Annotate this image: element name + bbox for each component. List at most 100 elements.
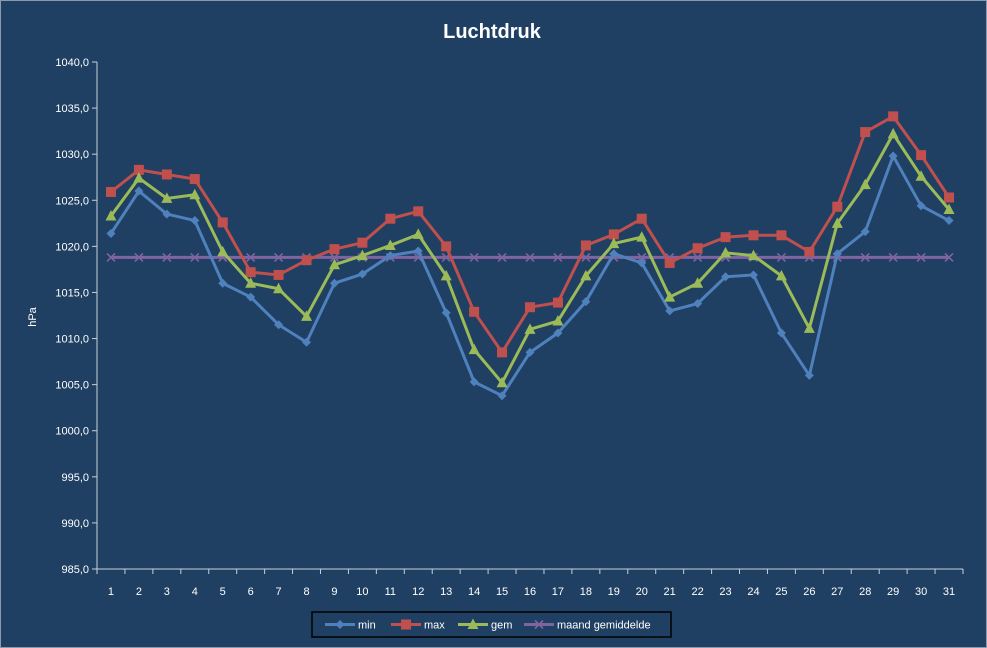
y-tick-label: 1035,0 [55, 103, 89, 115]
series-min [106, 151, 954, 401]
y-tick-label: 995,0 [61, 472, 89, 484]
series-gem-point [636, 231, 648, 242]
legend-label: gem [491, 620, 512, 632]
series-min-point [804, 370, 814, 380]
series-gem-point [775, 269, 787, 281]
x-tick-label: 27 [831, 586, 843, 598]
series-gem-point [608, 237, 620, 249]
series-max-point [636, 213, 647, 224]
x-tick-label: 29 [887, 586, 899, 598]
x-tick-label: 9 [331, 586, 337, 598]
x-tick-label: 21 [664, 586, 676, 598]
series-maand-gemiddelde-point [693, 252, 703, 262]
marker-stroke [190, 252, 200, 262]
x-tick-label: 4 [192, 586, 198, 598]
series-maand-gemiddelde-point [497, 252, 507, 262]
series-min-point [302, 337, 312, 347]
marker-stroke [246, 252, 256, 262]
series-gem-point [328, 258, 340, 270]
series-min-point [525, 347, 535, 357]
x-tick-label: 28 [859, 586, 871, 598]
series-max-point [804, 246, 815, 257]
legend-box [311, 611, 672, 638]
series-gem-point [440, 269, 452, 281]
series-min-point [609, 249, 619, 259]
series-max-point [105, 186, 116, 197]
series-gem-point [301, 310, 313, 321]
x-tick-label: 24 [747, 586, 759, 598]
chart-title: Luchtdruk [443, 21, 542, 43]
marker-stroke [581, 252, 591, 262]
series-max-point [916, 150, 927, 161]
y-tick-label: 1040,0 [55, 57, 89, 69]
series-maand-gemiddelde-point [637, 252, 647, 262]
series-min-point [860, 227, 870, 237]
series-min-point [832, 249, 842, 259]
series-max-point [217, 217, 228, 228]
series-min-point [385, 251, 395, 261]
legend: min max gem maand gemiddelde [311, 611, 672, 638]
series-gem-point [468, 343, 480, 355]
series-gem-point [580, 269, 592, 281]
x-tick-label: 2 [136, 586, 142, 598]
y-tick-label: 1000,0 [55, 426, 89, 438]
marker-stroke [553, 252, 563, 262]
series-max-point [832, 201, 843, 212]
legend-swatch-marker [401, 619, 411, 630]
x-tick-label: 5 [220, 586, 226, 598]
legend-item-min: min [325, 620, 376, 632]
series-max-point [413, 206, 424, 217]
series-maand-gemiddelde-point [581, 252, 591, 262]
series-max-point [860, 127, 871, 138]
marker-stroke [534, 619, 544, 630]
series-max-point [301, 255, 312, 266]
series-min-point [721, 272, 731, 282]
series-max-point [608, 229, 619, 240]
marker-stroke [860, 252, 870, 262]
marker-stroke [776, 252, 786, 262]
x-tick-label: 11 [385, 586, 396, 598]
series-min-point [441, 308, 451, 318]
series-gem-point [133, 172, 145, 183]
series-max-point [888, 111, 899, 122]
series-gem-point [189, 188, 201, 200]
series-maand-gemiddelde-point [888, 252, 898, 262]
marker-stroke [469, 252, 479, 262]
series-min-point [274, 320, 284, 330]
legend-label: maand gemiddelde [557, 620, 651, 632]
series-min-point [190, 216, 200, 226]
series-gem-point [412, 228, 424, 239]
series-min-point [106, 228, 116, 238]
legend-swatch-marker [335, 620, 345, 629]
series-maand-gemiddelde-point [190, 252, 200, 262]
y-tick-label: 1025,0 [55, 195, 89, 207]
x-tick-label: 14 [468, 586, 480, 598]
series-max-point [189, 174, 200, 185]
x-tick-label: 13 [440, 586, 452, 598]
series-maand-gemiddelde-point [469, 252, 479, 262]
series-min-point [134, 186, 144, 196]
series-max-point [329, 244, 340, 255]
legend-item-maand-gemiddelde: maand gemiddelde [524, 620, 651, 632]
series-min-point [162, 209, 172, 219]
series-min-point [944, 216, 954, 226]
marker-stroke [637, 252, 647, 262]
y-tick-label: 990,0 [61, 518, 89, 530]
y-tick-label: 1030,0 [55, 149, 89, 161]
series-gem-point [915, 170, 927, 181]
series-max-point [441, 241, 452, 252]
legend-label: min [358, 620, 376, 632]
marker-stroke [525, 252, 535, 262]
y-tick-label: 1015,0 [55, 287, 89, 299]
y-tick-label: 1005,0 [55, 380, 89, 392]
x-tick-label: 18 [580, 586, 592, 598]
x-tick-label: 6 [248, 586, 254, 598]
series-max-point [664, 257, 675, 268]
series-maand-gemiddelde-point [553, 252, 563, 262]
series-min-point [497, 391, 507, 401]
series-gem-point [496, 376, 508, 388]
x-tick-label: 15 [496, 586, 508, 598]
series-maand-gemiddelde-point [776, 252, 786, 262]
series-max-point [357, 237, 368, 248]
x-tick-label: 10 [356, 586, 368, 598]
